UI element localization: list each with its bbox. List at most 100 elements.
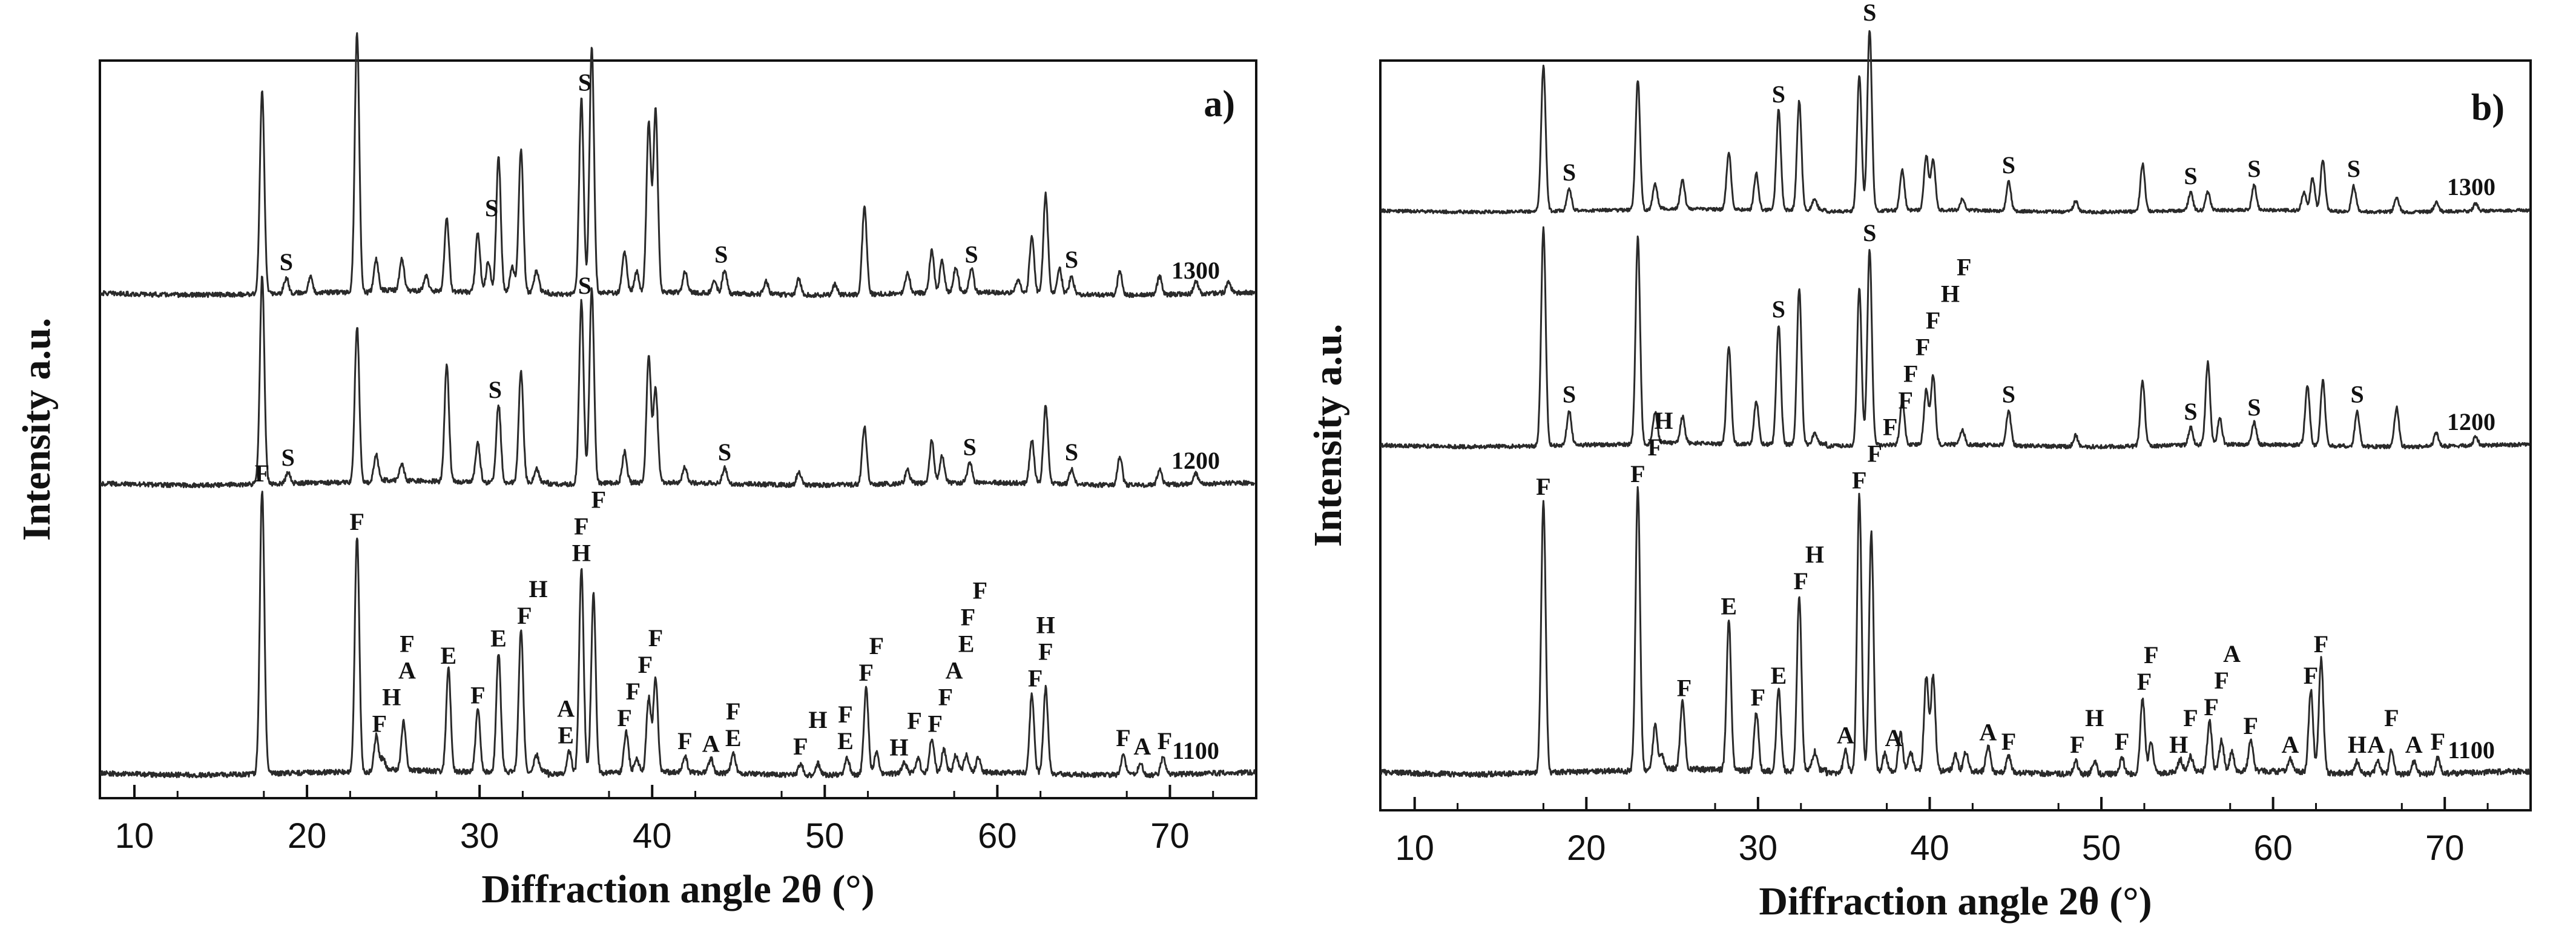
phase-label: F <box>400 630 414 657</box>
phase-label: F <box>470 682 485 709</box>
phase-label: E <box>1771 662 1787 689</box>
phase-label: H <box>1036 611 1055 638</box>
phase-label: S <box>963 434 977 461</box>
phase-label: H <box>2348 731 2367 758</box>
phase-label: S <box>1563 380 1576 408</box>
phase-label: F <box>2214 667 2228 694</box>
phase-label: F <box>1648 434 1662 461</box>
phase-label: E <box>725 724 742 752</box>
panel-label: a) <box>1204 84 1235 125</box>
x-tick-label: 50 <box>2082 828 2121 868</box>
x-tick-label: 60 <box>2253 828 2293 868</box>
x-tick-label: 50 <box>805 816 845 856</box>
phase-label: F <box>1903 360 1918 387</box>
phase-label: F <box>726 698 740 725</box>
phase-label: S <box>718 438 731 466</box>
phase-label: F <box>626 678 641 705</box>
phase-label: S <box>2002 151 2015 179</box>
phase-label: F <box>869 632 884 659</box>
phase-label: F <box>2115 728 2129 755</box>
phase-label: S <box>965 240 978 268</box>
phase-label: F <box>255 460 269 487</box>
phase-label: F <box>517 602 532 629</box>
phase-label: E <box>958 630 975 658</box>
phase-label: H <box>808 706 827 733</box>
phase-label: S <box>2247 155 2261 182</box>
phase-label: A <box>398 656 416 684</box>
phase-label: F <box>1630 460 1645 487</box>
phase-label: F <box>928 710 943 738</box>
phase-label: A <box>702 730 720 758</box>
x-tick-label: 10 <box>1395 828 1434 868</box>
phase-label: F <box>2144 641 2158 669</box>
phase-label: F <box>2244 712 2258 739</box>
phase-label: S <box>1772 81 1785 108</box>
phase-label: S <box>489 376 502 403</box>
x-tick-label: 20 <box>288 816 327 856</box>
phase-label: F <box>2137 668 2152 695</box>
phase-label: S <box>2184 162 2197 190</box>
phase-label: S <box>2002 380 2015 408</box>
phase-label: F <box>638 651 653 678</box>
phase-label: E <box>837 727 854 755</box>
phase-label: F <box>574 513 588 540</box>
phase-label: F <box>2384 704 2399 732</box>
temperature-label: 1300 <box>1171 257 1220 284</box>
phase-label: F <box>2304 662 2318 689</box>
phase-label: S <box>1065 246 1078 273</box>
x-tick-label: 30 <box>1739 828 1778 868</box>
phase-label: F <box>1536 473 1550 500</box>
x-tick-label: 40 <box>633 816 672 856</box>
phase-label: A <box>1133 733 1151 760</box>
x-axis-title: Diffraction angle 2θ (°) <box>1759 879 2152 924</box>
phase-label: E <box>1721 592 1737 620</box>
phase-label: F <box>1751 684 1765 711</box>
x-tick-label: 70 <box>2425 828 2465 868</box>
phase-label: S <box>1563 159 1576 186</box>
pattern-line-1200 <box>99 276 1256 489</box>
panel-b: 10 20 30 40 50 60 70 Diffraction angle 2θ (°) In… <box>1306 0 2532 924</box>
phase-label: S <box>1863 0 1876 26</box>
phase-label: F <box>1116 724 1130 752</box>
phase-label: F <box>2183 704 2198 732</box>
phase-label: F <box>1038 638 1053 665</box>
phase-label: F <box>372 710 387 737</box>
phase-label: E <box>558 721 574 749</box>
x-tick-label: 40 <box>1910 828 1949 868</box>
pattern-line-1200 <box>1380 226 2531 450</box>
phase-label: S <box>282 444 295 471</box>
phase-label: F <box>2204 693 2218 721</box>
phase-label: S <box>2350 380 2364 408</box>
phase-label: F <box>961 604 975 631</box>
phase-label: F <box>907 707 921 735</box>
phase-label: A <box>557 695 575 722</box>
phase-label: F <box>2431 728 2445 755</box>
phase-label: S <box>714 240 728 268</box>
pattern-line-1100 <box>99 491 1256 779</box>
phase-label: H <box>382 683 401 710</box>
x-axis-title: Diffraction angle 2θ (°) <box>481 867 874 911</box>
phase-label: F <box>617 704 631 732</box>
phase-label: A <box>2223 640 2241 667</box>
phase-label: F <box>2314 630 2328 658</box>
phase-label: A <box>1979 718 1997 745</box>
phase-label: H <box>2085 704 2104 732</box>
plot-frame <box>99 59 1257 799</box>
phase-label: A <box>2367 731 2385 758</box>
phase-label: S <box>2184 398 2197 425</box>
phase-label: H <box>572 540 591 567</box>
phase-label: E <box>490 625 507 652</box>
phase-label: H <box>1941 280 1960 307</box>
temperature-label: 1300 <box>2447 173 2495 200</box>
phase-label: S <box>280 248 293 276</box>
phase-label: S <box>1065 438 1078 466</box>
phase-label: F <box>1926 306 1940 334</box>
x-tick-label: 30 <box>460 816 499 856</box>
phase-label: S <box>578 272 591 299</box>
phase-label: F <box>838 701 852 728</box>
x-tick-label: 60 <box>978 816 1017 856</box>
phase-label: F <box>648 624 663 652</box>
phase-label: F <box>1867 440 1882 467</box>
temperature-label: 1200 <box>1171 447 1220 474</box>
